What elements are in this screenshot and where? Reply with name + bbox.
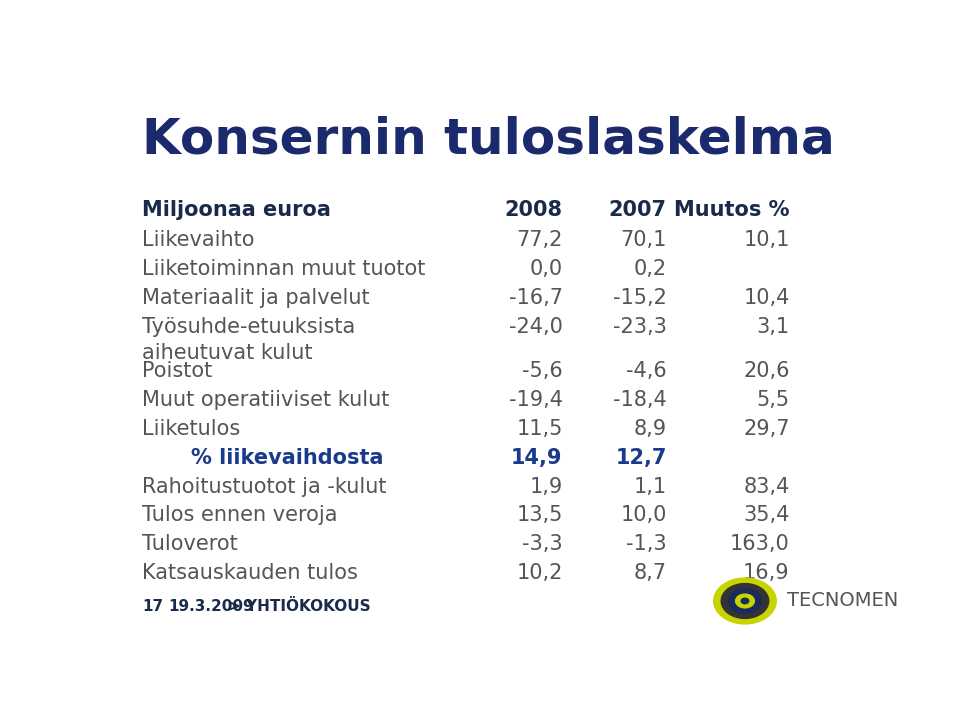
- Text: TECNOMEN: TECNOMEN: [787, 591, 899, 610]
- Text: -1,3: -1,3: [626, 535, 667, 554]
- Text: 5,5: 5,5: [756, 390, 789, 410]
- Text: 3,1: 3,1: [756, 316, 789, 337]
- Text: 2007: 2007: [609, 200, 667, 220]
- Text: Tuloverot: Tuloverot: [142, 535, 238, 554]
- Text: Muutos %: Muutos %: [674, 200, 789, 220]
- Circle shape: [721, 584, 769, 618]
- Text: Rahoitustuotot ja -kulut: Rahoitustuotot ja -kulut: [142, 476, 387, 496]
- Text: Muut operatiiviset kulut: Muut operatiiviset kulut: [142, 390, 390, 410]
- Text: 10,0: 10,0: [620, 506, 667, 525]
- Text: -15,2: -15,2: [613, 288, 667, 308]
- Text: -24,0: -24,0: [509, 316, 563, 337]
- Text: 10,2: 10,2: [516, 564, 563, 584]
- Text: -18,4: -18,4: [613, 390, 667, 410]
- Text: Liikevaihto: Liikevaihto: [142, 230, 254, 250]
- Text: 8,9: 8,9: [634, 418, 667, 439]
- Text: -3,3: -3,3: [522, 535, 563, 554]
- Text: 14,9: 14,9: [511, 447, 563, 467]
- Text: Konsernin tuloslaskelma: Konsernin tuloslaskelma: [142, 115, 835, 163]
- Circle shape: [713, 578, 777, 624]
- Text: 1,1: 1,1: [634, 476, 667, 496]
- Text: 19.3.2009: 19.3.2009: [168, 599, 254, 614]
- Circle shape: [741, 598, 749, 604]
- Text: Materiaalit ja palvelut: Materiaalit ja palvelut: [142, 288, 370, 308]
- Text: 35,4: 35,4: [743, 506, 789, 525]
- Text: Poistot: Poistot: [142, 361, 212, 381]
- Text: Katsauskauden tulos: Katsauskauden tulos: [142, 564, 358, 584]
- Text: 12,7: 12,7: [615, 447, 667, 467]
- Text: Liiketulos: Liiketulos: [142, 418, 241, 439]
- Text: -4,6: -4,6: [626, 361, 667, 381]
- Text: > YHTIÖKOKOUS: > YHTIÖKOKOUS: [228, 599, 371, 614]
- Text: 11,5: 11,5: [516, 418, 563, 439]
- Text: 163,0: 163,0: [730, 535, 789, 554]
- Text: 10,1: 10,1: [743, 230, 789, 250]
- Text: 17: 17: [142, 599, 163, 614]
- Text: Työsuhde-etuuksista
aiheutuvat kulut: Työsuhde-etuuksista aiheutuvat kulut: [142, 316, 355, 363]
- Text: 13,5: 13,5: [516, 506, 563, 525]
- Text: -23,3: -23,3: [613, 316, 667, 337]
- Text: Liiketoiminnan muut tuotot: Liiketoiminnan muut tuotot: [142, 259, 425, 279]
- Text: -19,4: -19,4: [509, 390, 563, 410]
- Text: Tulos ennen veroja: Tulos ennen veroja: [142, 506, 338, 525]
- Text: -5,6: -5,6: [522, 361, 563, 381]
- Text: 29,7: 29,7: [743, 418, 789, 439]
- Text: % liikevaihdosta: % liikevaihdosta: [191, 447, 383, 467]
- Text: -16,7: -16,7: [509, 288, 563, 308]
- Text: 8,7: 8,7: [634, 564, 667, 584]
- Text: 0,2: 0,2: [634, 259, 667, 279]
- Circle shape: [735, 594, 755, 608]
- Text: Miljoonaa euroa: Miljoonaa euroa: [142, 200, 331, 220]
- Text: 16,9: 16,9: [743, 564, 789, 584]
- Circle shape: [729, 589, 761, 613]
- Text: 2008: 2008: [505, 200, 563, 220]
- Text: 20,6: 20,6: [743, 361, 789, 381]
- Text: 77,2: 77,2: [516, 230, 563, 250]
- Text: 1,9: 1,9: [529, 476, 563, 496]
- Text: 10,4: 10,4: [743, 288, 789, 308]
- Text: 70,1: 70,1: [620, 230, 667, 250]
- Text: 0,0: 0,0: [530, 259, 563, 279]
- Text: 83,4: 83,4: [743, 476, 789, 496]
